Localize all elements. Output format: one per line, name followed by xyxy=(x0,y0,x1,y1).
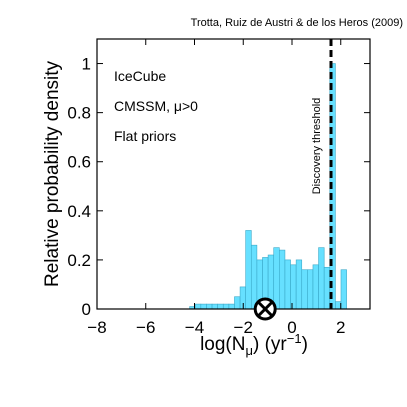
best-fit-marker xyxy=(253,297,277,321)
discovery-threshold-label: Discovery threshold xyxy=(311,98,323,195)
histogram-bar xyxy=(245,230,252,310)
histogram-bar xyxy=(340,269,347,310)
y-axis-label: Relative probability density xyxy=(42,61,63,288)
x-tick-label: −8 xyxy=(87,318,106,337)
annotation-icecube: IceCube xyxy=(114,68,166,84)
plot-frame xyxy=(96,38,371,310)
histogram-bar xyxy=(323,266,331,310)
histogram-bar xyxy=(228,303,235,310)
annotation-priors: Flat priors xyxy=(114,128,176,144)
x-label-unit: ) (yr xyxy=(253,334,287,355)
x-tick-label: −2 xyxy=(234,318,253,337)
y-axis-ticks: 0 0.2 0.4 0.6 0.8 1 xyxy=(67,55,370,319)
histogram-bar xyxy=(295,259,303,310)
y-tick-label: 0 xyxy=(82,300,91,319)
histogram-bar xyxy=(200,303,207,310)
histogram-bar xyxy=(284,259,291,310)
x-tick-label: 0 xyxy=(287,318,296,337)
x-tick-label: −4 xyxy=(185,318,204,337)
histogram-bar xyxy=(312,264,319,310)
histogram-bar xyxy=(301,269,308,310)
y-tick-label: 1 xyxy=(82,55,91,74)
y-tick-label: 0.4 xyxy=(67,202,91,221)
histogram-bar xyxy=(290,264,297,310)
y-tick-label: 0.8 xyxy=(67,104,91,123)
histogram-bar xyxy=(279,249,286,310)
histogram-bars xyxy=(189,63,347,310)
y-tick-label: 0.2 xyxy=(67,251,91,270)
x-tick-label: −6 xyxy=(136,318,155,337)
histogram-bar xyxy=(222,303,230,310)
x-label-close: ) xyxy=(302,334,308,355)
histogram-bar xyxy=(217,303,224,310)
annotation-cmssm: CMSSM, μ>0 xyxy=(114,98,198,114)
histogram-bar xyxy=(211,303,218,310)
y-tick-label: 0.6 xyxy=(67,153,91,172)
histogram-bar xyxy=(318,247,325,310)
x-label-sub: μ xyxy=(245,343,253,358)
x-axis-ticks: −8 −6 −4 −2 0 2 xyxy=(87,39,345,337)
histogram-bar xyxy=(206,303,213,310)
x-label-sup: −1 xyxy=(287,331,302,346)
citation-text: Trotta, Ruiz de Austri & de los Heros (2… xyxy=(191,17,403,29)
histogram-bar xyxy=(234,296,241,310)
histogram-bar xyxy=(273,247,280,310)
histogram-bar xyxy=(335,301,342,310)
histogram-bar xyxy=(250,244,258,310)
histogram-bar xyxy=(194,303,202,310)
x-tick-label: 2 xyxy=(336,318,345,337)
histogram-bar xyxy=(307,269,314,310)
x-label-main: log(N xyxy=(200,334,245,355)
x-axis-label: log(Nμ) (yr−1) xyxy=(200,331,308,358)
